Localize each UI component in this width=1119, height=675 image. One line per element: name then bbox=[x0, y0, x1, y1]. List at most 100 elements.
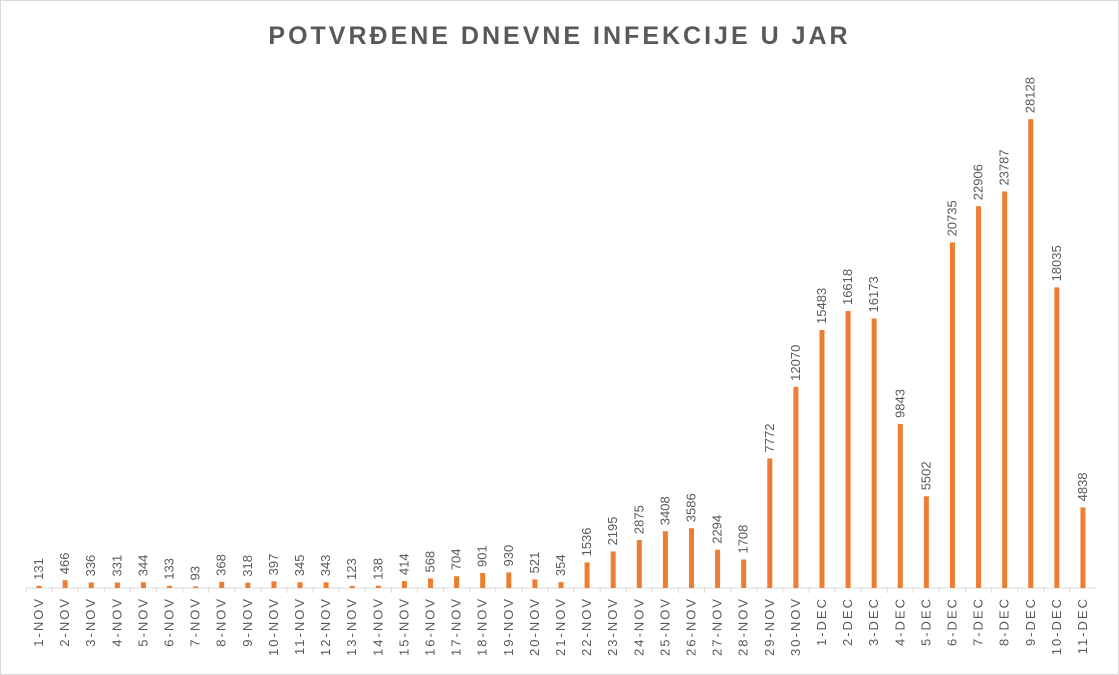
bar bbox=[897, 423, 903, 588]
x-tick-label: 17-NOV bbox=[449, 597, 464, 656]
x-tick-label: 25-NOV bbox=[657, 597, 672, 656]
data-label: 345 bbox=[292, 555, 307, 577]
x-tick-label: 8-NOV bbox=[214, 597, 229, 647]
data-label: 368 bbox=[214, 554, 229, 576]
bar bbox=[349, 585, 355, 588]
data-label: 22906 bbox=[971, 164, 986, 200]
bar bbox=[454, 576, 460, 588]
data-label: 344 bbox=[135, 555, 150, 577]
bar bbox=[401, 581, 407, 588]
x-tick-label: 24-NOV bbox=[631, 597, 646, 656]
data-label: 901 bbox=[475, 545, 490, 567]
bar bbox=[558, 582, 564, 588]
x-tick-label: 7-NOV bbox=[188, 597, 203, 647]
bar bbox=[375, 585, 381, 588]
bar bbox=[114, 582, 120, 588]
bar bbox=[636, 540, 642, 588]
x-tick-label: 15-NOV bbox=[396, 597, 411, 656]
bar bbox=[584, 562, 590, 588]
x-tick-label: 22-NOV bbox=[579, 597, 594, 656]
bar bbox=[219, 581, 225, 588]
data-label: 9843 bbox=[892, 389, 907, 418]
bar bbox=[923, 496, 929, 588]
x-tick-label: 2-DEC bbox=[840, 597, 855, 646]
x-tick-label: 1-DEC bbox=[814, 597, 829, 646]
data-label: 704 bbox=[449, 549, 464, 571]
bar bbox=[245, 582, 251, 588]
x-tick-label: 10-NOV bbox=[266, 597, 281, 656]
bar bbox=[819, 329, 825, 588]
bar bbox=[62, 580, 68, 588]
bar bbox=[323, 582, 329, 588]
bar bbox=[845, 311, 851, 588]
data-label: 5502 bbox=[918, 461, 933, 490]
data-label: 15483 bbox=[814, 288, 829, 324]
x-tick-label: 3-DEC bbox=[866, 597, 881, 646]
x-tick-label: 13-NOV bbox=[344, 597, 359, 656]
data-label: 397 bbox=[266, 554, 281, 576]
data-label: 7772 bbox=[762, 424, 777, 453]
x-tick-label: 12-NOV bbox=[318, 597, 333, 656]
data-label: 568 bbox=[423, 551, 438, 573]
data-label: 3408 bbox=[657, 496, 672, 525]
bar bbox=[949, 242, 955, 589]
data-label: 16173 bbox=[866, 276, 881, 312]
bar bbox=[167, 585, 173, 588]
x-tick-label: 4-DEC bbox=[892, 597, 907, 646]
x-tick-label: 7-DEC bbox=[971, 597, 986, 646]
x-tick-label: 29-NOV bbox=[762, 597, 777, 656]
x-tick-label: 9-NOV bbox=[240, 597, 255, 647]
chart-title: POTVRĐENE DNEVNE INFEKCIJE U JAR bbox=[268, 22, 851, 50]
x-tick-label: 20-NOV bbox=[527, 597, 542, 656]
data-label: 138 bbox=[370, 558, 385, 580]
data-label: 318 bbox=[240, 555, 255, 577]
x-tick-label: 18-NOV bbox=[475, 597, 490, 656]
data-label: 2294 bbox=[710, 515, 725, 544]
bar bbox=[767, 458, 773, 588]
x-tick-label: 19-NOV bbox=[501, 597, 516, 656]
x-tick-label: 30-NOV bbox=[788, 597, 803, 656]
data-label: 1708 bbox=[736, 525, 751, 554]
data-label: 93 bbox=[188, 566, 203, 580]
data-label: 3586 bbox=[683, 493, 698, 522]
bar bbox=[88, 582, 94, 588]
bar bbox=[1054, 287, 1060, 588]
data-label: 466 bbox=[57, 553, 72, 575]
data-label: 331 bbox=[109, 555, 124, 577]
bar bbox=[271, 581, 277, 588]
bar bbox=[1080, 507, 1086, 588]
x-tick-label: 16-NOV bbox=[423, 597, 438, 656]
data-label: 20735 bbox=[944, 200, 959, 236]
data-label: 2875 bbox=[631, 505, 646, 534]
data-label: 336 bbox=[83, 555, 98, 577]
data-label: 16618 bbox=[840, 269, 855, 305]
x-tick-label: 6-NOV bbox=[162, 597, 177, 647]
data-label: 343 bbox=[318, 555, 333, 577]
x-tick-label: 8-DEC bbox=[997, 597, 1012, 646]
x-tick-label: 2-NOV bbox=[57, 597, 72, 647]
data-label: 4838 bbox=[1075, 472, 1090, 501]
bar bbox=[532, 579, 538, 588]
bar bbox=[688, 528, 694, 588]
bar bbox=[428, 578, 434, 588]
bar bbox=[140, 582, 146, 588]
bar bbox=[193, 586, 199, 588]
data-label: 28128 bbox=[1023, 77, 1038, 113]
bar bbox=[1002, 191, 1008, 589]
x-tick-label: 3-NOV bbox=[83, 597, 98, 647]
data-label: 414 bbox=[396, 553, 411, 575]
bar bbox=[976, 206, 982, 589]
x-tick-label: 6-DEC bbox=[944, 597, 959, 646]
bar bbox=[480, 572, 486, 588]
bar bbox=[506, 572, 512, 588]
data-label: 354 bbox=[553, 554, 568, 576]
data-label: 123 bbox=[344, 558, 359, 580]
bar bbox=[36, 585, 42, 588]
data-label: 1536 bbox=[579, 527, 594, 556]
data-label: 930 bbox=[501, 545, 516, 567]
bar bbox=[793, 386, 799, 588]
bar bbox=[871, 318, 877, 588]
x-tick-label: 11-NOV bbox=[292, 597, 307, 655]
